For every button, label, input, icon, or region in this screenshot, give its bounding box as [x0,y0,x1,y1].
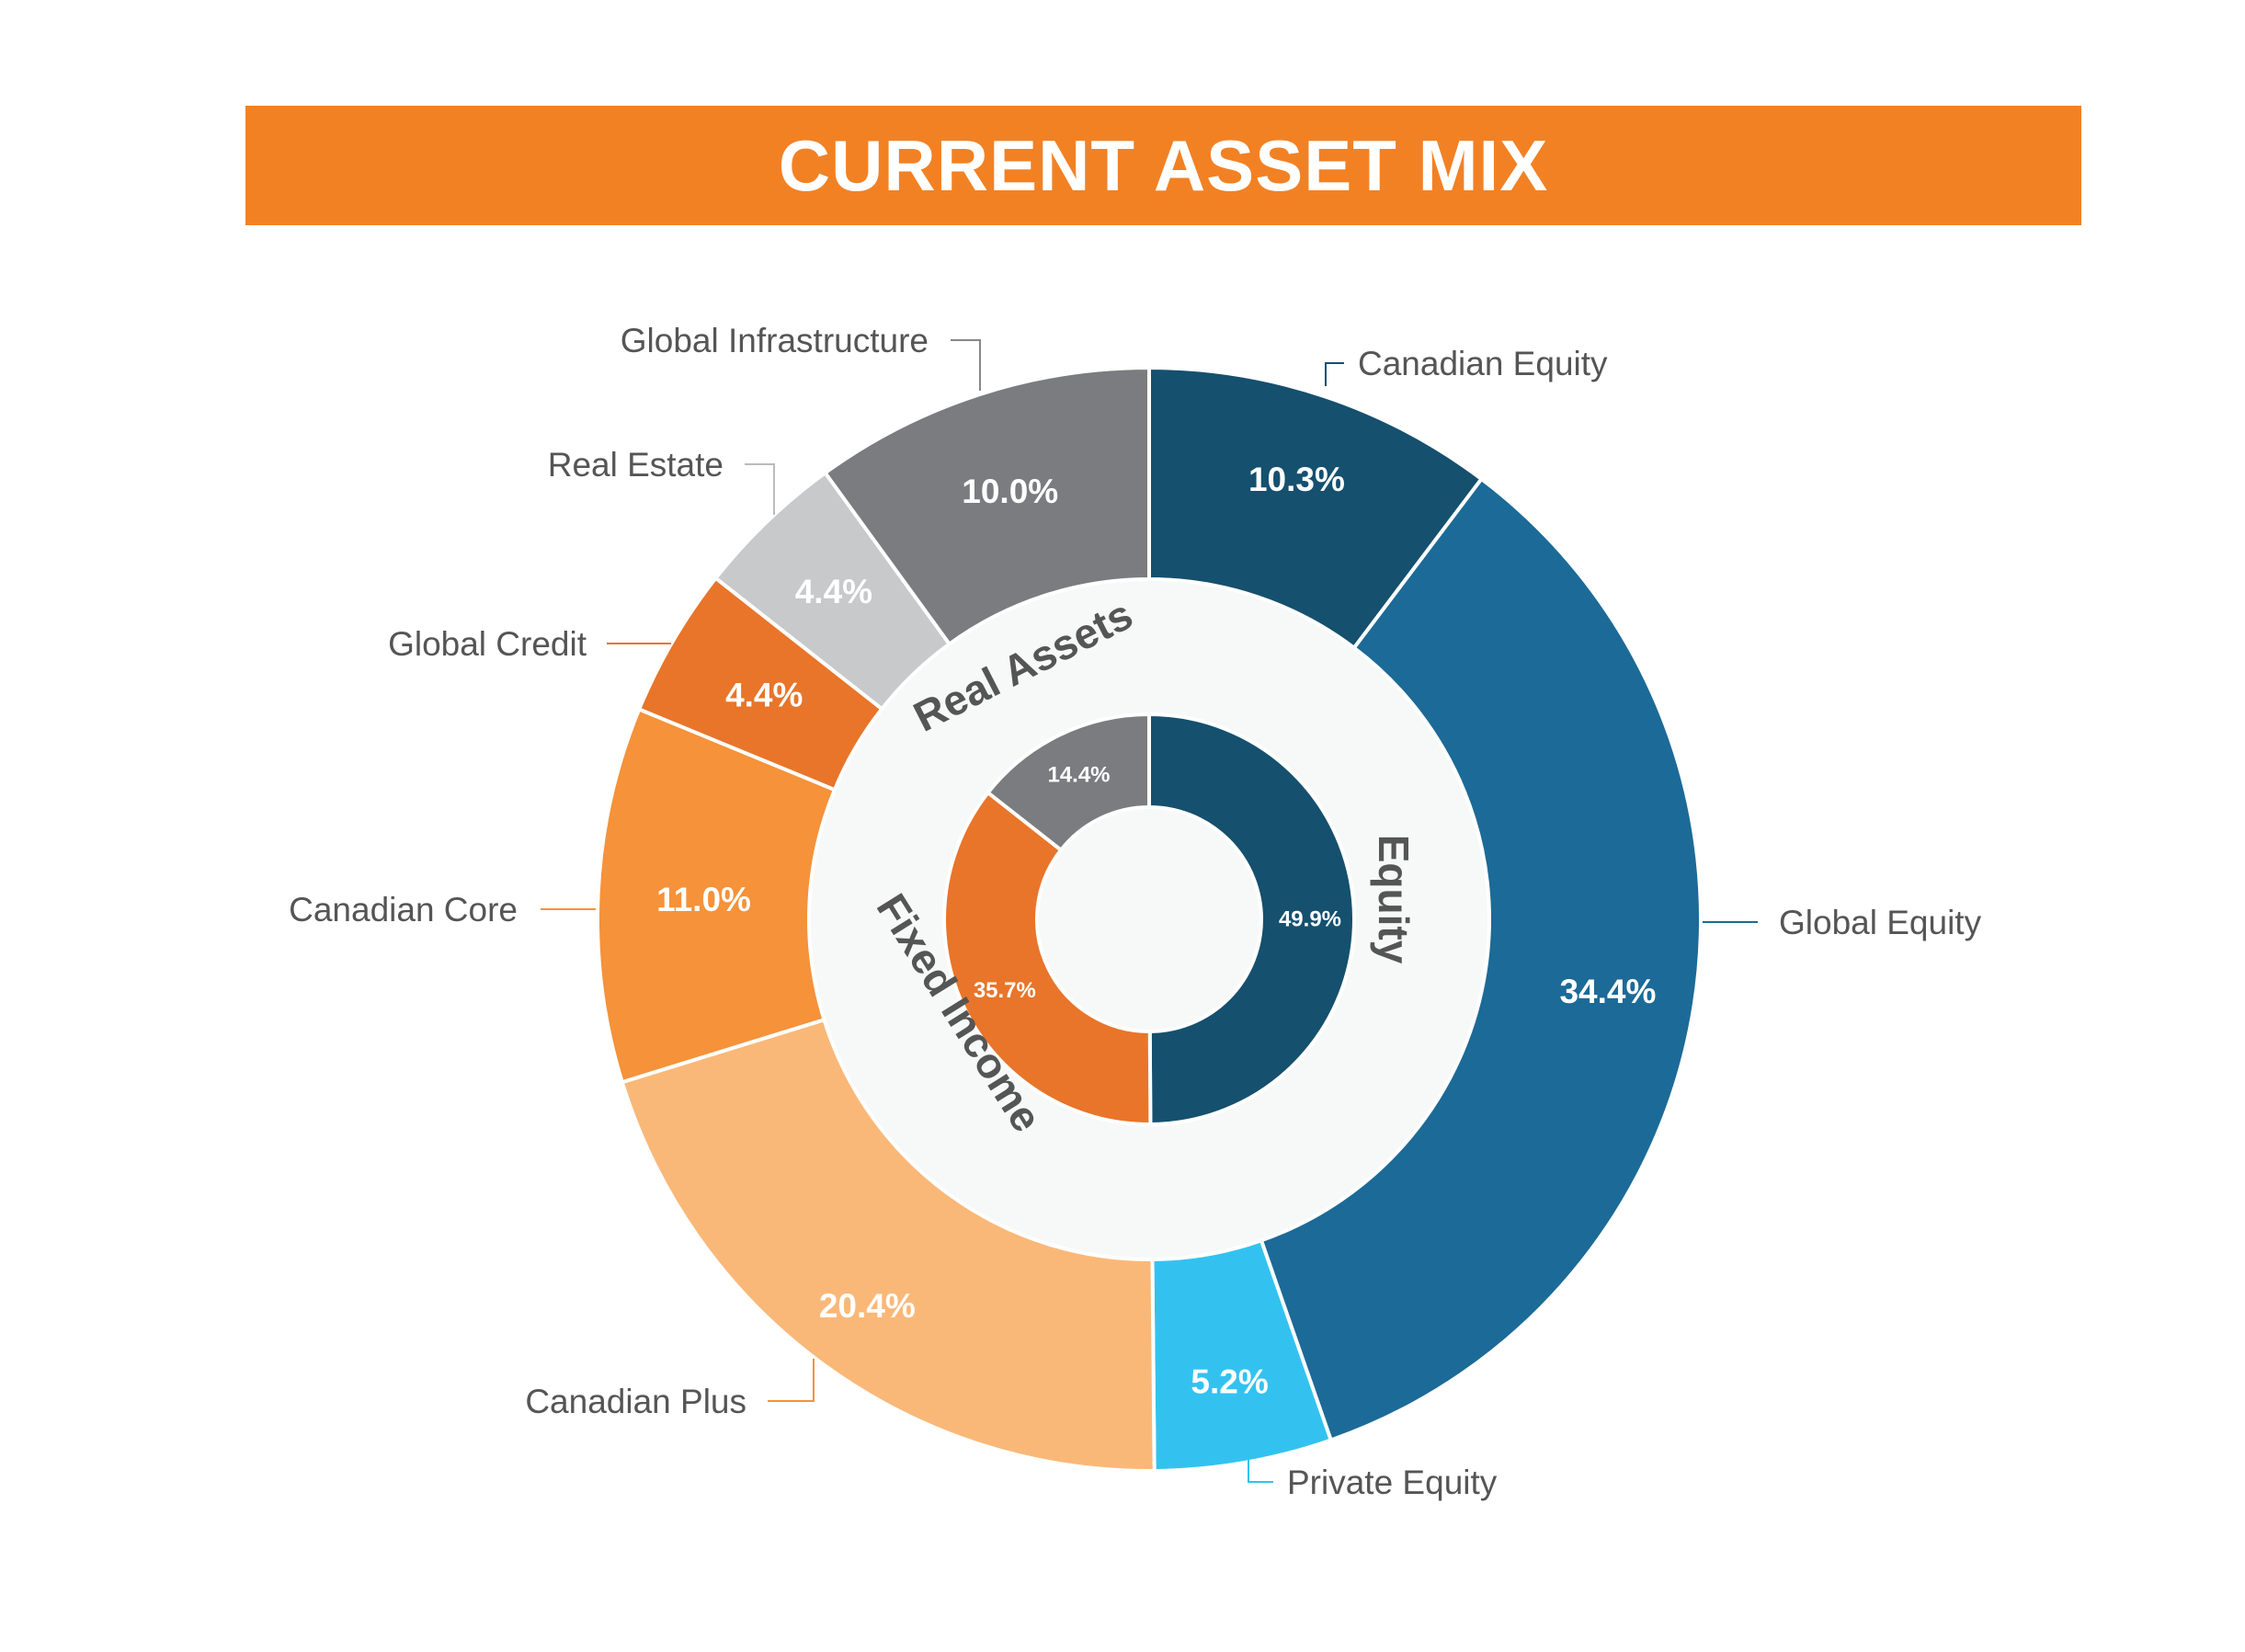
category-label-private-equity: Private Equity [1287,1464,1498,1501]
inner-value-label-fixed-income: 35.7% [974,978,1036,1003]
leader-line-global-infrastructure [951,339,981,391]
value-label-canadian-plus: 20.4% [819,1287,916,1325]
slice-global-infrastructure [822,365,1151,647]
group-label-equity: Equity [1370,835,1418,964]
category-label-canadian-equity: Canadian Equity [1358,345,1608,382]
category-label-real-estate: Real Estate [548,446,724,484]
value-label-global-equity: 34.4% [1559,973,1656,1010]
leader-line-canadian-equity [1325,362,1344,386]
slice-canadian-equity [1147,365,1485,651]
value-label-global-infrastructure: 10.0% [962,473,1058,510]
leader-line-private-equity [1248,1451,1273,1483]
category-label-global-equity: Global Equity [1779,904,1982,941]
title-banner: CURRENT ASSET MIX [245,106,2081,225]
value-label-real-estate: 4.4% [795,573,872,610]
category-label-global-credit: Global Credit [388,625,587,663]
category-label-canadian-plus: Canadian Plus [525,1383,746,1420]
value-label-canadian-core: 11.0% [656,881,751,918]
inner-value-label-equity: 49.9% [1279,906,1341,931]
inner-slice-fixed-income [942,790,1153,1127]
inner-value-label-real-assets: 14.4% [1047,763,1110,788]
value-label-canadian-equity: 10.3% [1248,461,1345,498]
inner-slice-real-assets [985,712,1151,853]
chart-title: CURRENT ASSET MIX [778,124,1549,206]
inner-slice-equity [1147,712,1357,1127]
group-ring [811,581,1487,1258]
value-label-global-credit: 4.4% [725,676,803,713]
category-label-canadian-core: Canadian Core [289,891,518,929]
category-label-global-infrastructure: Global Infrastructure [621,322,929,359]
value-label-private-equity: 5.2% [1191,1362,1268,1400]
slice-canadian-plus [620,1017,1157,1473]
leader-line-real-estate [745,463,775,515]
leader-line-canadian-plus [768,1359,815,1402]
slice-global-equity [1259,476,1703,1443]
slice-canadian-core [596,706,838,1085]
